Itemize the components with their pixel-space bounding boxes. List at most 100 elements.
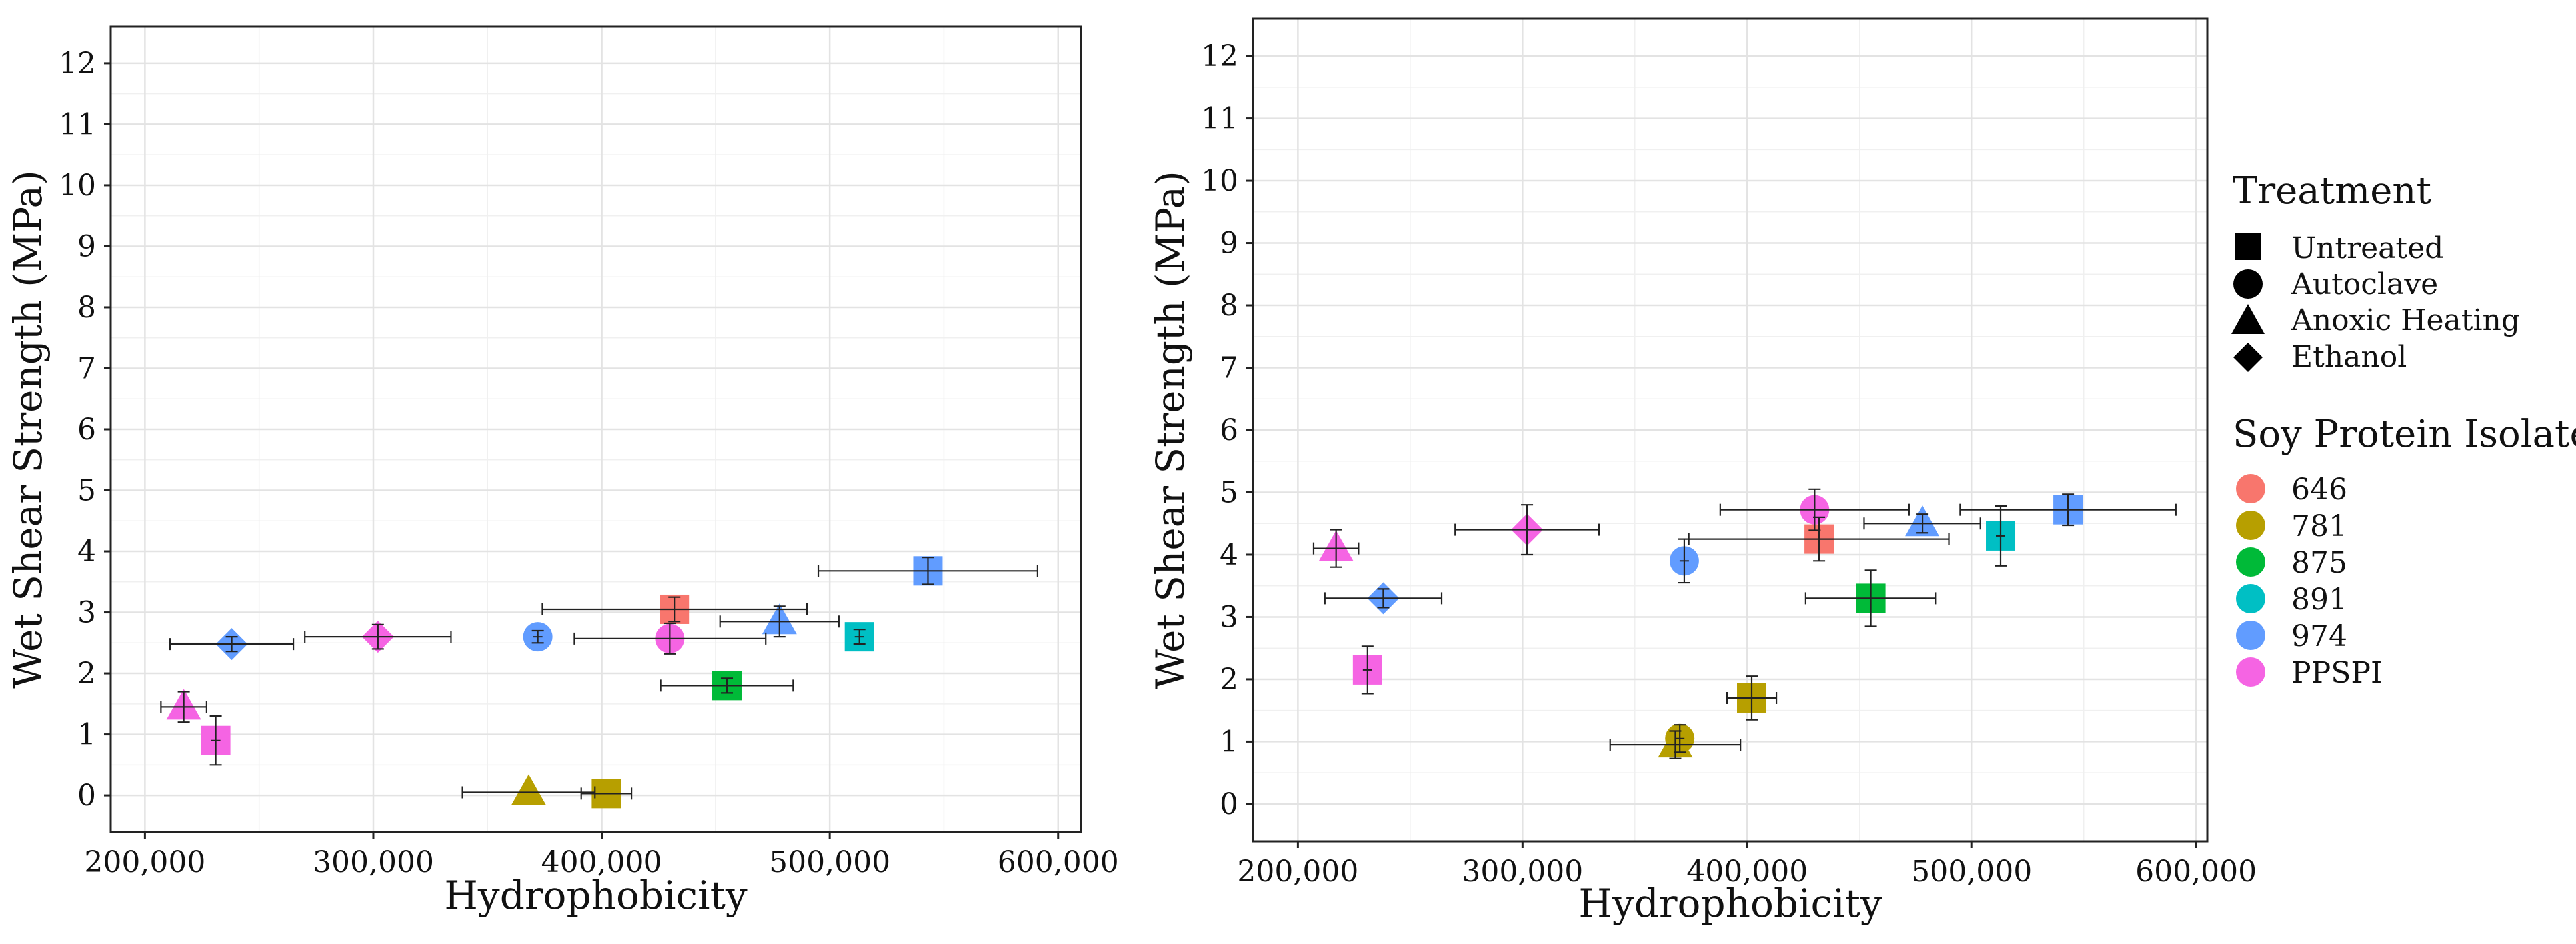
right-y-tick-label: 6 xyxy=(1220,413,1238,447)
legend-label-autoclave: Autoclave xyxy=(2291,267,2438,301)
right-minor-gridlines xyxy=(1253,19,2207,841)
right-x-tick-label: 500,000 xyxy=(1911,855,2032,889)
left-y-axis-title: Wet Shear Strength (MPa) xyxy=(5,170,51,688)
left-y-tick-label: 4 xyxy=(77,535,96,569)
left-errorbar-974-untreated xyxy=(817,557,1039,585)
left-x-tick-label: 600,000 xyxy=(998,845,1119,879)
right-y-tick-label: 2 xyxy=(1220,663,1238,697)
right-y-tick-label: 0 xyxy=(1220,787,1238,821)
legend-square-symbol xyxy=(2235,233,2261,260)
right-y-tick-label: 7 xyxy=(1220,351,1238,385)
legend-item-875: 875 xyxy=(2236,546,2347,580)
right-x-tick-label: 600,000 xyxy=(2135,855,2257,889)
left-errorbar-891-untreated xyxy=(853,629,866,645)
right-major-gridlines xyxy=(1253,19,2207,841)
right-errorbar-974-ethanol xyxy=(1324,588,1443,609)
right-y-axis-title: Wet Shear Strength (MPa) xyxy=(1148,171,1193,689)
left-x-tick-label: 400,000 xyxy=(541,845,662,879)
legend-label-anoxic-heating: Anoxic Heating xyxy=(2291,303,2520,337)
legend-circle-symbol xyxy=(2233,269,2263,299)
right-errorbar-781-anoxic-heating xyxy=(1609,730,1742,759)
right-x-axis-title: Hydrophobicity xyxy=(1578,881,1882,926)
legend-color-dot-891 xyxy=(2236,584,2265,613)
right-y-tick-label: 12 xyxy=(1201,39,1238,73)
legend-label-974: 974 xyxy=(2291,619,2347,653)
right-errorbar-891-untreated xyxy=(1995,505,2007,567)
legend-label-ppspi: PPSPI xyxy=(2291,656,2382,690)
left-errorbar-974-autoclave xyxy=(531,629,544,644)
left-errorbar-ppspi-autoclave xyxy=(573,622,767,655)
right-y-tick-label: 5 xyxy=(1220,475,1238,509)
legend-label-875: 875 xyxy=(2291,546,2347,580)
legend-item-646: 646 xyxy=(2236,473,2347,507)
left-errorbar-781-anoxic-heating xyxy=(461,786,596,799)
legend-item-untreated: Untreated xyxy=(2235,231,2443,265)
legend-item-autoclave: Autoclave xyxy=(2233,267,2438,301)
right-errorbar-ppspi-anoxic-heating xyxy=(1312,529,1360,568)
left-scatter-panel: 200,000 300,000 400,000 500,000 600,00001234… xyxy=(5,25,1119,918)
left-point-781-anoxic-heating xyxy=(511,774,546,805)
legend-triangle-symbol xyxy=(2231,304,2265,334)
right-x-tick-label: 300,000 xyxy=(1462,855,1583,889)
legend-color-dot-974 xyxy=(2236,621,2265,650)
right-errorbar-ppspi-ethanol xyxy=(1454,504,1600,556)
right-scatter-panel: 200,000 300,000 400,000 500,000 600,00001234… xyxy=(1148,17,2257,926)
legend-color-dot-ppspi xyxy=(2236,657,2265,687)
left-errorbar-974-ethanol xyxy=(169,636,295,653)
right-y-tick-label: 10 xyxy=(1201,164,1238,198)
right-errorbar-ppspi-untreated xyxy=(1361,645,1374,695)
left-y-tick-label: 12 xyxy=(59,47,96,81)
legend-item-anoxic-heating: Anoxic Heating xyxy=(2231,303,2520,337)
right-errorbar-ppspi-autoclave xyxy=(1719,488,1910,531)
left-y-tick-label: 11 xyxy=(59,107,96,141)
right-errorbar-974-anoxic-heating xyxy=(1863,513,1981,534)
right-y-tick-label: 8 xyxy=(1220,289,1238,323)
legend-label-781: 781 xyxy=(2291,509,2347,543)
left-x-axis-title: Hydrophobicity xyxy=(444,873,748,918)
legend-color-dot-781 xyxy=(2236,511,2265,540)
left-errorbar-ppspi-anoxic-heating xyxy=(160,691,207,723)
legend-label-untreated: Untreated xyxy=(2291,231,2443,265)
left-errorbar-781-untreated xyxy=(580,787,633,800)
legend-label-891: 891 xyxy=(2291,583,2347,617)
left-errorbar-646-untreated xyxy=(541,596,808,623)
left-minor-gridlines xyxy=(111,27,1081,832)
left-y-tick-label: 8 xyxy=(77,291,96,325)
right-y-tick-label: 9 xyxy=(1220,227,1238,261)
left-errorbar-ppspi-ethanol xyxy=(304,623,452,650)
left-x-tick-label: 500,000 xyxy=(769,845,890,879)
legend-color-dot-646 xyxy=(2236,474,2265,503)
left-y-tick-label: 7 xyxy=(77,351,96,385)
legend-item-891: 891 xyxy=(2236,583,2347,617)
right-errorbar-974-autoclave xyxy=(1678,538,1690,584)
right-y-tick-label: 4 xyxy=(1220,538,1238,572)
left-y-tick-label: 5 xyxy=(77,474,96,508)
legend-diamond-symbol xyxy=(2233,343,2263,372)
legend: Treatment Untreated Autoclave Anoxic Hea… xyxy=(2231,169,2576,690)
right-errorbar-781-untreated xyxy=(1726,675,1778,721)
left-errorbar-974-anoxic-heating xyxy=(719,605,840,638)
legend-treatment-title: Treatment xyxy=(2233,169,2431,213)
legend-spi-title: Soy Protein Isolate xyxy=(2233,413,2576,456)
right-y-tick-label: 3 xyxy=(1220,600,1238,634)
legend-item-ethanol: Ethanol xyxy=(2233,340,2407,374)
left-y-tick-label: 10 xyxy=(59,169,96,203)
left-y-tick-label: 1 xyxy=(77,718,96,752)
right-y-tick-label: 11 xyxy=(1201,102,1238,136)
left-y-tick-label: 6 xyxy=(77,413,96,447)
legend-item-974: 974 xyxy=(2236,619,2347,653)
legend-label-646: 646 xyxy=(2291,473,2347,507)
legend-item-781: 781 xyxy=(2236,509,2347,543)
right-x-tick-label: 400,000 xyxy=(1686,855,1808,889)
left-x-tick-label: 300,000 xyxy=(313,845,434,879)
right-x-tick-label: 200,000 xyxy=(1237,855,1358,889)
left-y-tick-label: 3 xyxy=(77,596,96,630)
left-y-tick-label: 9 xyxy=(77,229,96,263)
right-errorbar-974-untreated xyxy=(1959,493,2177,527)
left-y-tick-label: 0 xyxy=(77,779,96,813)
left-errorbar-875-untreated xyxy=(660,677,794,694)
right-errorbar-875-untreated xyxy=(1804,569,1937,627)
right-y-tick-label: 1 xyxy=(1220,725,1238,759)
legend-color-dot-875 xyxy=(2236,547,2265,577)
